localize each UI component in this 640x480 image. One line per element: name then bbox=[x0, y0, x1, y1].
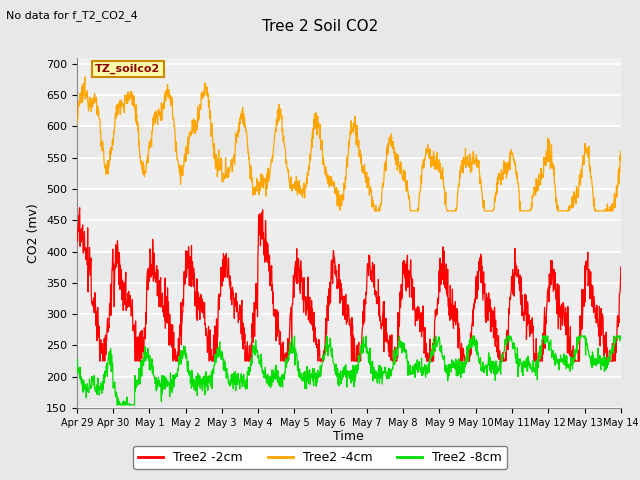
Bar bbox=[77, 252, 621, 283]
Bar bbox=[77, 126, 621, 158]
Y-axis label: CO2 (mv): CO2 (mv) bbox=[28, 203, 40, 263]
Text: No data for f_T2_CO2_4: No data for f_T2_CO2_4 bbox=[6, 10, 138, 21]
Bar bbox=[77, 189, 621, 220]
Text: Tree 2 Soil CO2: Tree 2 Soil CO2 bbox=[262, 19, 378, 34]
Legend: Tree2 -2cm, Tree2 -4cm, Tree2 -8cm: Tree2 -2cm, Tree2 -4cm, Tree2 -8cm bbox=[133, 446, 507, 469]
X-axis label: Time: Time bbox=[333, 431, 364, 444]
Bar bbox=[77, 314, 621, 346]
Bar bbox=[77, 377, 621, 408]
Bar bbox=[77, 64, 621, 95]
Text: TZ_soilco2: TZ_soilco2 bbox=[95, 64, 160, 74]
